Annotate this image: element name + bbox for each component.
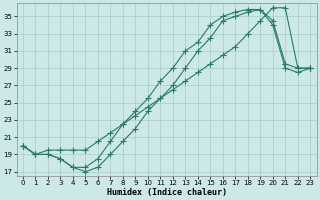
X-axis label: Humidex (Indice chaleur): Humidex (Indice chaleur) [107,188,227,197]
